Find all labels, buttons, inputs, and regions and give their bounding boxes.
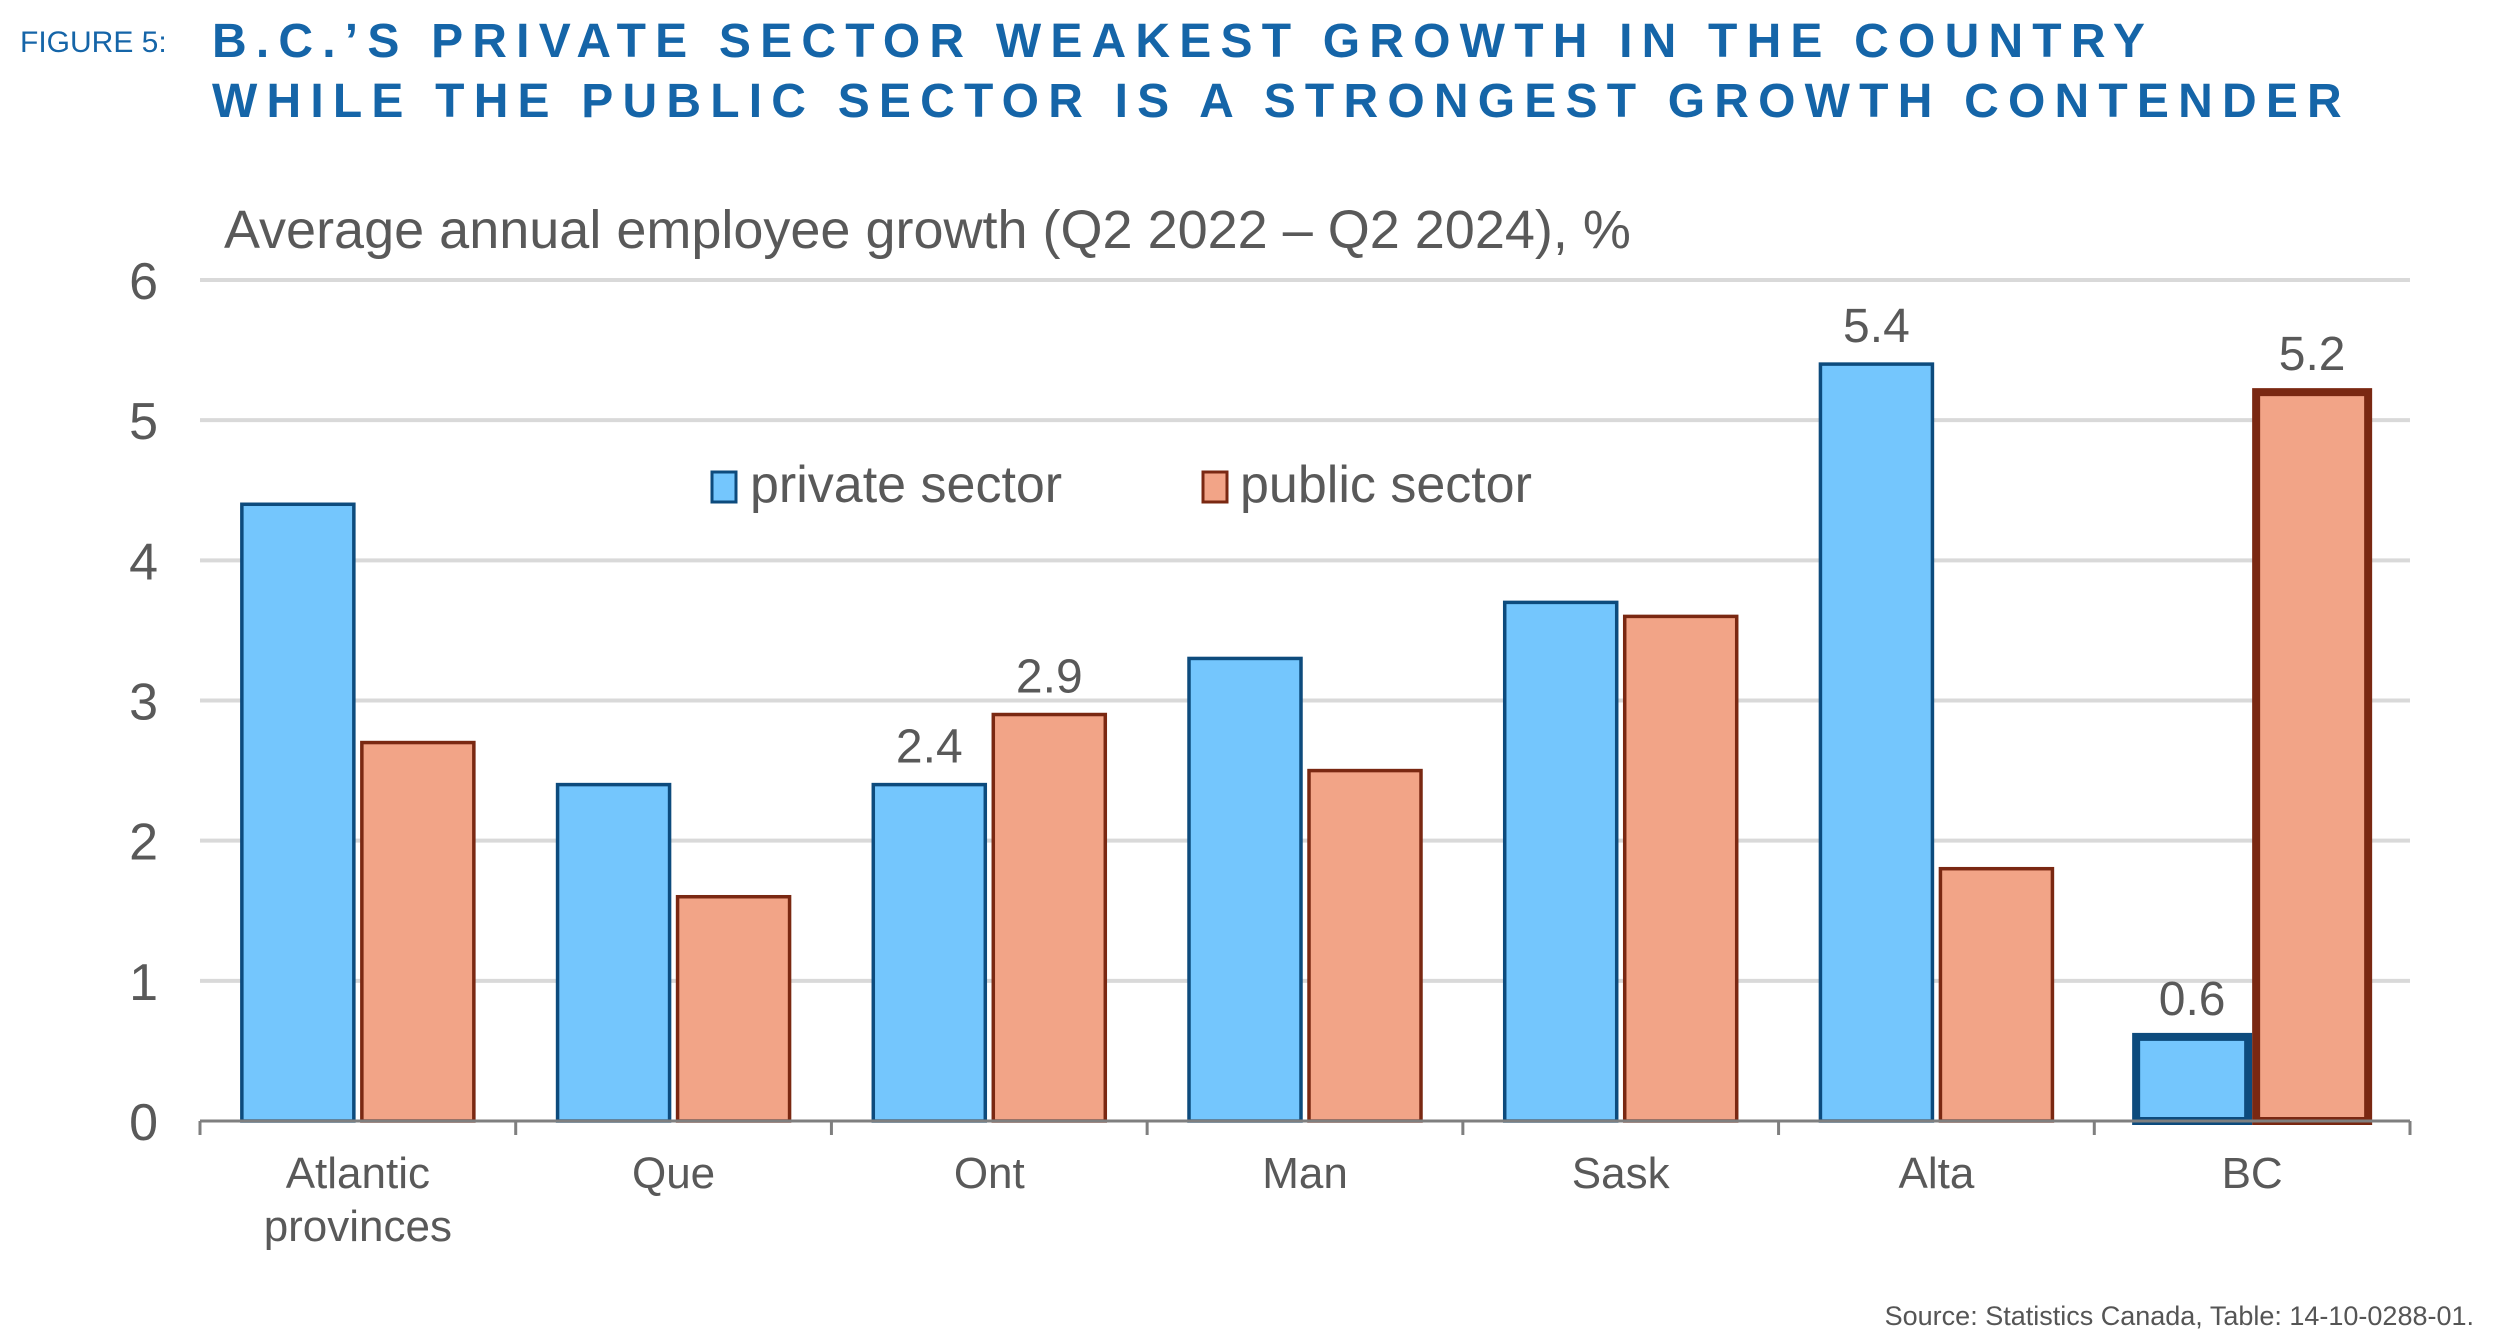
x-tick-label: BC: [2222, 1149, 2283, 1198]
bar-public: [675, 894, 792, 1123]
y-tick-label: 4: [129, 533, 158, 591]
figure-title-line-1: B.C.’S PRIVATE SECTOR WEAKEST GROWTH IN …: [212, 15, 2155, 68]
data-label-private: 0.6: [2159, 973, 2226, 1026]
x-tick-label: Alta: [1899, 1149, 1975, 1198]
bar-private: [555, 782, 672, 1123]
chart-title: Average annual employee growth (Q2 2022 …: [224, 200, 1631, 260]
x-tick-label: Sask: [1572, 1149, 1671, 1198]
y-tick-label: 1: [129, 954, 158, 1012]
bar-private: [1187, 656, 1303, 1123]
legend-label-public: public sector: [1240, 456, 1532, 514]
bar-public: [991, 712, 1108, 1123]
bar-public: [1622, 614, 1739, 1123]
bar-private: [1818, 362, 1935, 1123]
data-label-private: 5.4: [1843, 300, 1910, 353]
legend-swatch-private: [710, 470, 738, 504]
bar-public: [360, 740, 476, 1123]
bar-private: [1502, 600, 1619, 1123]
gridlines: [200, 278, 2410, 983]
legend-label-private: private sector: [750, 456, 1062, 514]
figure-title-line-2: WHILE THE PUBLIC SECTOR IS A STRONGEST G…: [212, 75, 2351, 128]
bar-public: [2252, 388, 2373, 1125]
bar-private: [240, 502, 356, 1123]
x-tick-label: provinces: [264, 1202, 452, 1251]
bar-public: [1307, 768, 1423, 1123]
x-tick-label: Ont: [954, 1149, 1025, 1198]
y-tick-label: 2: [129, 814, 158, 872]
figure-label: FIGURE 5:: [20, 26, 167, 59]
data-label-public: 5.2: [2279, 328, 2346, 381]
bar-private: [871, 782, 988, 1123]
y-tick-label: 5: [129, 393, 158, 451]
data-labels: 2.4 5.4 0.6 2.9 5.2: [896, 300, 2346, 1026]
legend-swatch-public: [1201, 470, 1229, 504]
bar-private: [2132, 1032, 2253, 1126]
data-label-public: 2.9: [1016, 651, 1083, 704]
bars: [240, 362, 2373, 1126]
source-note: Source: Statistics Canada, Table: 14-10-…: [1884, 1301, 2474, 1331]
x-tick-label: Man: [1262, 1149, 1348, 1198]
bar-public: [1938, 866, 2055, 1123]
legend: private sector public sector: [710, 456, 1532, 514]
y-tick-label: 6: [129, 253, 158, 311]
x-tick-label: Atlantic: [286, 1149, 430, 1198]
x-tick-label: Que: [632, 1149, 715, 1198]
data-label-private: 2.4: [896, 721, 963, 774]
y-tick-label: 3: [129, 674, 158, 732]
y-tick-label: 0: [129, 1094, 158, 1152]
